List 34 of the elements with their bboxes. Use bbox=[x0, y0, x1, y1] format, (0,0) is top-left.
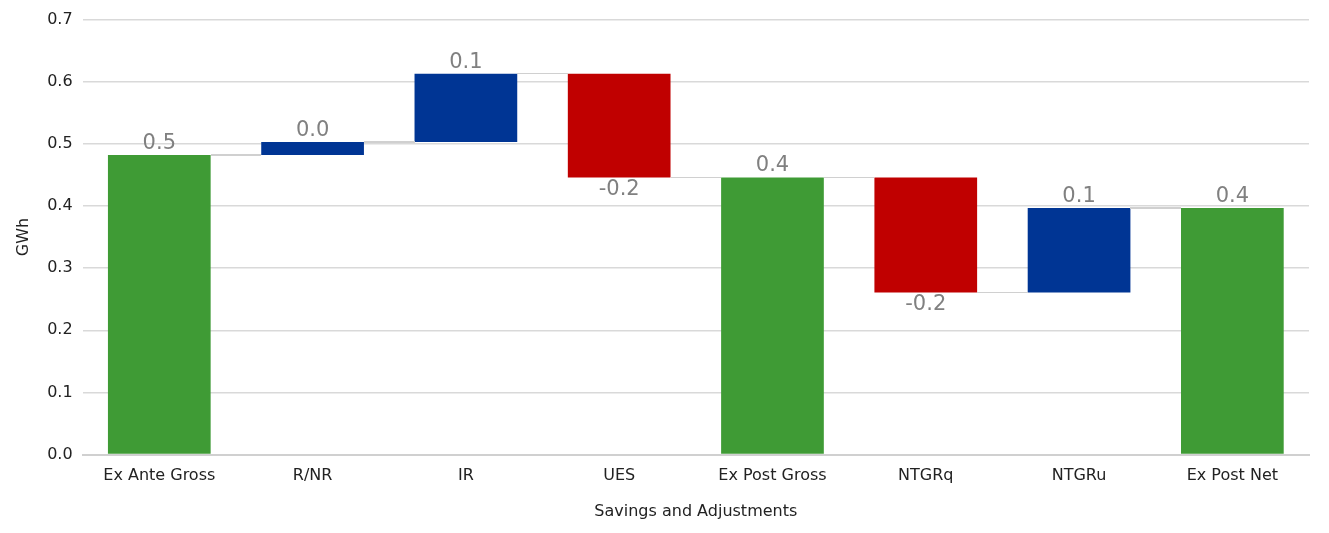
data-label: 0.5 bbox=[142, 130, 176, 155]
data-label: -0.2 bbox=[905, 291, 947, 316]
y-tick-label: 0.3 bbox=[47, 257, 73, 277]
x-axis-title: Savings and Adjustments bbox=[594, 500, 798, 520]
data-label: 0.1 bbox=[1062, 182, 1096, 207]
data-label: -0.2 bbox=[598, 176, 640, 201]
bar bbox=[414, 73, 518, 143]
data-label: 0.0 bbox=[295, 116, 330, 141]
x-tick-label: Ex Ante Gross bbox=[103, 465, 216, 485]
x-tick-label: Ex Post Net bbox=[1186, 465, 1279, 485]
y-tick-label: 0.6 bbox=[47, 70, 73, 90]
bar bbox=[261, 142, 364, 156]
data-label: 0.4 bbox=[755, 152, 790, 177]
x-tick-label: Ex Post Gross bbox=[718, 465, 827, 485]
y-tick-label: 0.1 bbox=[47, 381, 73, 401]
y-tick-label: 0.0 bbox=[47, 443, 73, 463]
bar bbox=[1027, 207, 1131, 293]
y-tick-label: 0.7 bbox=[47, 8, 73, 28]
bar bbox=[874, 177, 978, 293]
x-tick-label: IR bbox=[457, 465, 474, 485]
x-tick-label: UES bbox=[603, 465, 636, 485]
data-label: 0.4 bbox=[1215, 182, 1250, 207]
bar bbox=[721, 177, 824, 454]
x-tick-label: NTGRu bbox=[1051, 465, 1107, 485]
y-axis-title: GWh bbox=[12, 217, 32, 257]
bar bbox=[107, 155, 211, 454]
bar bbox=[567, 73, 671, 178]
bar bbox=[1181, 207, 1284, 454]
y-tick-label: 0.5 bbox=[47, 133, 73, 153]
data-label: 0.1 bbox=[449, 48, 483, 73]
x-tick-label: NTGRq bbox=[898, 465, 954, 485]
y-tick-label: 0.4 bbox=[47, 195, 73, 215]
y-tick-label: 0.2 bbox=[47, 319, 73, 339]
x-tick-label: R/NR bbox=[292, 465, 333, 485]
